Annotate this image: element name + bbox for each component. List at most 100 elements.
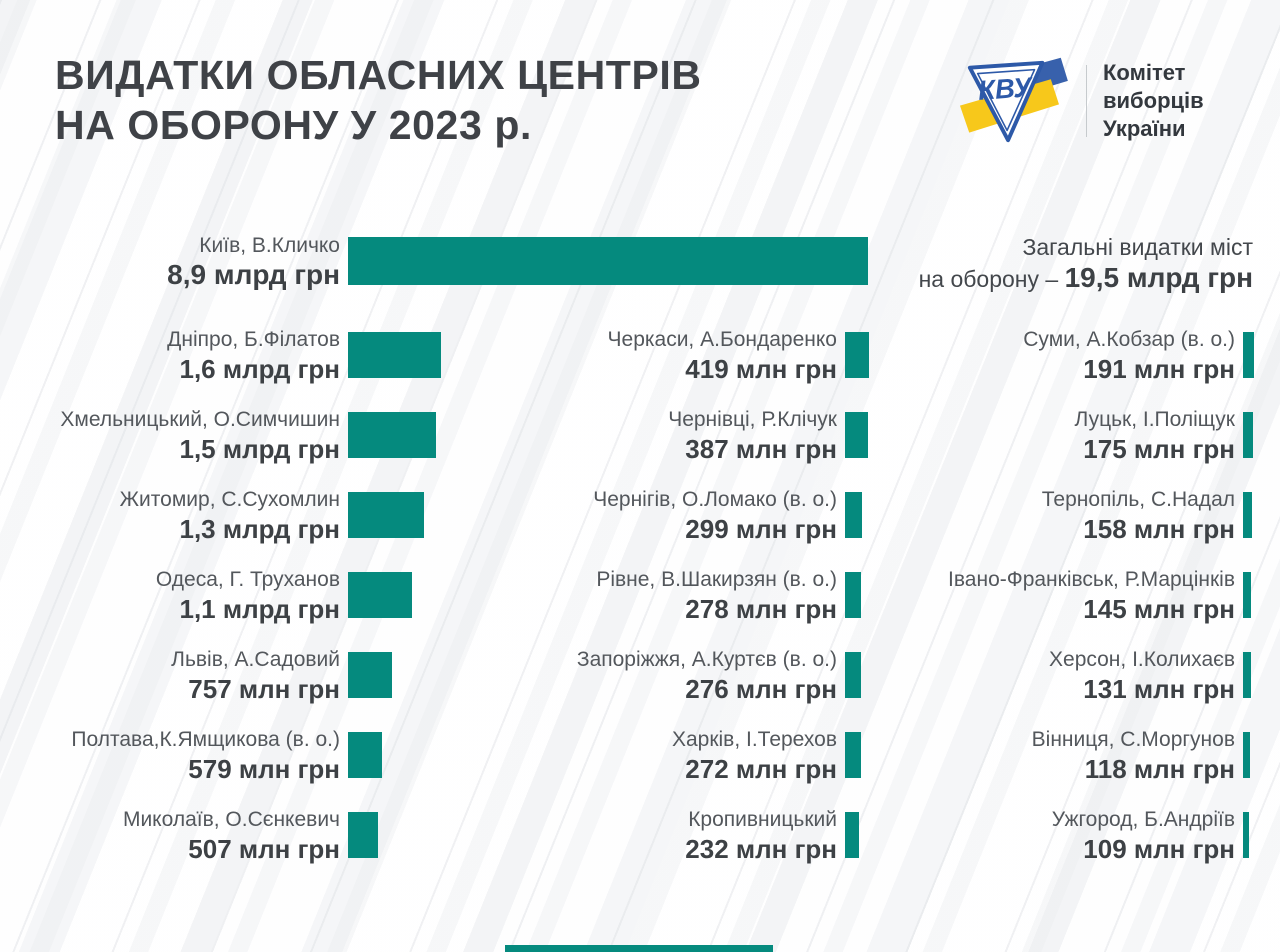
chart-row: Харків, І.Терехов 272 млн грн	[401, 715, 871, 795]
value-label: 158 млн грн	[1083, 513, 1235, 544]
chart-row: Херсон, І.Колихаєв 131 млн грн	[786, 635, 1256, 715]
value-bar	[1243, 652, 1251, 698]
value-bar	[348, 652, 392, 698]
chart-row: Вінниця, С.Моргунов 118 млн грн	[786, 715, 1256, 795]
value-bar	[1243, 412, 1253, 458]
chart-row: Суми, А.Кобзар (в. о.) 191 млн грн	[786, 315, 1256, 395]
chart-row: Чернігів, О.Ломако (в. о.) 299 млн грн	[401, 475, 871, 555]
value-label: 131 млн грн	[1083, 673, 1235, 704]
chart-row: Львів, А.Садовий 757 млн грн	[0, 635, 448, 715]
value-bar	[1243, 732, 1250, 778]
kvu-flag-triangle-icon: КВУ	[959, 57, 1068, 143]
chart-row: Луцьк, І.Поліщук 175 млн грн	[786, 395, 1256, 475]
bottom-accent-bar	[505, 945, 773, 952]
total-summary-prefix: на оборону –	[918, 266, 1065, 292]
value-label: 419 млн грн	[685, 353, 837, 384]
chart-row: Запоріжжя, А.Куртєв (в. о.) 276 млн грн	[401, 635, 871, 715]
value-bar	[348, 492, 424, 538]
chart-column-2: Черкаси, А.Бондаренко 419 млн грн Чернівці…	[401, 315, 871, 875]
city-mayor-label: Хмельницький, О.Симчишин	[60, 407, 340, 431]
value-label: 272 млн грн	[685, 753, 837, 784]
chart-row: Ужгород, Б.Андріїв 109 млн грн	[786, 795, 1256, 875]
city-mayor-label: Ужгород, Б.Андріїв	[1051, 807, 1235, 831]
value-label: 232 млн грн	[685, 833, 837, 864]
city-mayor-label: Вінниця, С.Моргунов	[1031, 727, 1235, 751]
value-bar	[1243, 812, 1249, 858]
chart-row: Одеса, Г. Труханов 1,1 млрд грн	[0, 555, 448, 635]
logo-org-line2: виборців	[1103, 87, 1204, 113]
value-bar	[348, 412, 436, 458]
value-bar	[1243, 572, 1251, 618]
chart-row: Житомир, С.Сухомлин 1,3 млрд грн	[0, 475, 448, 555]
value-label: 757 млн грн	[188, 673, 340, 704]
value-label: 8,9 млрд грн	[167, 258, 340, 290]
chart-row-featured-kyiv: Київ, В.Кличко 8,9 млрд грн	[167, 228, 868, 294]
total-summary-value: 19,5 млрд грн	[1064, 262, 1253, 293]
city-mayor-label: Харків, І.Терехов	[671, 727, 837, 751]
value-bar	[348, 572, 412, 618]
value-bar	[845, 812, 859, 858]
value-label: 118 млн грн	[1084, 753, 1235, 784]
chart-column-3: Суми, А.Кобзар (в. о.) 191 млн грн Луцьк, …	[786, 315, 1256, 875]
page-title: ВИДАТКИ ОБЛАСНИХ ЦЕНТРІВ НА ОБОРОНУ У 20…	[55, 50, 702, 150]
chart-row: Полтава,К.Ямщикова (в. о.) 579 млн грн	[0, 715, 448, 795]
chart-column-1: Дніпро, Б.Філатов 1,6 млрд грн Хмельницьки…	[0, 315, 448, 875]
chart-row: Миколаїв, О.Сєнкевич 507 млн грн	[0, 795, 448, 875]
chart-row: Івано-Франківськ, Р.Марцінків 145 млн грн	[786, 555, 1256, 635]
value-label: 191 млн грн	[1083, 353, 1235, 384]
chart-row: Рівне, В.Шакирзян (в. о.) 278 млн грн	[401, 555, 871, 635]
value-bar	[348, 332, 441, 378]
value-label: 387 млн грн	[685, 433, 837, 464]
city-mayor-label: Чернігів, О.Ломако (в. о.)	[593, 487, 837, 511]
value-bar	[845, 492, 862, 538]
value-bar	[845, 652, 861, 698]
value-label: 109 млн грн	[1083, 833, 1235, 864]
city-mayor-label: Львів, А.Садовий	[171, 647, 340, 671]
city-mayor-label: Суми, А.Кобзар (в. о.)	[1023, 327, 1235, 351]
logo-divider	[1086, 65, 1087, 137]
total-summary-line1: Загальні видатки міст	[1022, 234, 1253, 260]
value-bar	[348, 732, 382, 778]
value-label: 278 млн грн	[685, 593, 837, 624]
page-title-line2: НА ОБОРОНУ У 2023 р.	[55, 102, 532, 149]
value-bar	[845, 732, 861, 778]
total-summary-line2: на оборону – 19,5 млрд грн	[919, 262, 1253, 295]
city-mayor-label: Запоріжжя, А.Куртєв (в. о.)	[576, 647, 837, 671]
value-label: 276 млн грн	[685, 673, 837, 704]
value-label: 145 млн грн	[1083, 593, 1235, 624]
value-bar-kyiv	[348, 237, 868, 285]
value-label: 1,3 млрд грн	[179, 513, 341, 544]
city-mayor-label: Черкаси, А.Бондаренко	[607, 327, 837, 351]
city-mayor-label: Чернівці, Р.Клічук	[668, 407, 837, 431]
city-mayor-label: Полтава,К.Ямщикова (в. о.)	[71, 727, 340, 751]
city-mayor-label: Херсон, І.Колихаєв	[1049, 647, 1235, 671]
logo-org-line1: Комітет	[1103, 59, 1186, 85]
value-bar	[348, 812, 378, 858]
value-bar	[1243, 492, 1252, 538]
logo-org-line3: України	[1103, 116, 1186, 142]
value-bar	[845, 412, 868, 458]
logo-org-name: Комітет виборців України	[1103, 59, 1204, 143]
city-mayor-label: Житомир, С.Сухомлин	[119, 487, 340, 511]
chart-row: Черкаси, А.Бондаренко 419 млн грн	[401, 315, 871, 395]
value-bar	[1243, 332, 1254, 378]
city-mayor-label: Миколаїв, О.Сєнкевич	[122, 807, 340, 831]
value-label: 1,6 млрд грн	[179, 353, 341, 384]
chart-row: Чернівці, Р.Клічук 387 млн грн	[401, 395, 871, 475]
city-mayor-label: Кропивницький	[688, 807, 837, 831]
page-title-line1: ВИДАТКИ ОБЛАСНИХ ЦЕНТРІВ	[55, 52, 702, 98]
city-mayor-label: Івано-Франківськ, Р.Марцінків	[948, 567, 1235, 591]
chart-row: Дніпро, Б.Філатов 1,6 млрд грн	[0, 315, 448, 395]
value-label: 1,5 млрд грн	[179, 433, 341, 464]
kvu-logo: КВУ Комітет виборців України	[952, 52, 1204, 150]
chart-row: Кропивницький 232 млн грн	[401, 795, 871, 875]
value-bar	[845, 332, 869, 378]
value-bar	[845, 572, 861, 618]
city-mayor-label: Рівне, В.Шакирзян (в. о.)	[596, 567, 837, 591]
chart-row: Хмельницький, О.Симчишин 1,5 млрд грн	[0, 395, 448, 475]
city-mayor-label: Одеса, Г. Труханов	[155, 567, 340, 591]
value-label: 507 млн грн	[188, 833, 340, 864]
value-label: 299 млн грн	[685, 513, 837, 544]
chart-row: Тернопіль, С.Надал 158 млн грн	[786, 475, 1256, 555]
value-label: 1,1 млрд грн	[179, 593, 341, 624]
